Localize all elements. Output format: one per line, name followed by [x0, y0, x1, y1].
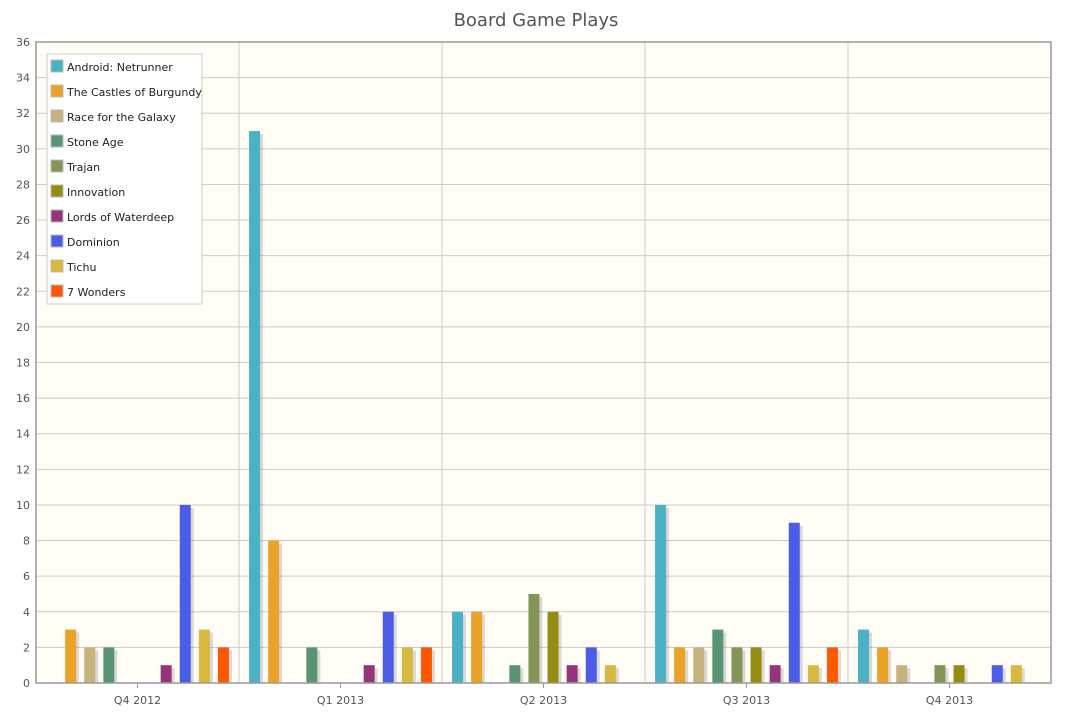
bar [953, 665, 965, 683]
y-tick-label: 16 [16, 392, 30, 405]
x-axis: Q4 2012 Q1 2013 Q2 2013 Q3 2013 Q4 2013 [114, 683, 973, 707]
legend-swatch [50, 134, 64, 148]
bar [268, 540, 280, 683]
y-tick-label: 10 [16, 499, 30, 512]
bar [896, 665, 908, 683]
y-tick-label: 26 [16, 214, 30, 227]
bar [769, 665, 781, 683]
bar [471, 611, 483, 683]
bar [1010, 665, 1022, 683]
legend-swatch [50, 259, 64, 273]
legend-label: Tichu [66, 261, 96, 274]
bar [420, 647, 432, 683]
x-tick-label: Q4 2012 [114, 694, 161, 707]
bar [160, 665, 172, 683]
bar [585, 647, 597, 683]
legend-label: Stone Age [67, 136, 124, 149]
bar [382, 611, 394, 683]
bar [452, 611, 464, 683]
legend-swatch [50, 284, 64, 298]
bar [306, 647, 318, 683]
bar [401, 647, 413, 683]
y-tick-label: 2 [23, 641, 30, 654]
bar [65, 629, 77, 683]
y-tick-label: 20 [16, 321, 30, 334]
y-tick-label: 18 [16, 357, 30, 370]
bar [991, 665, 1003, 683]
bar [858, 629, 870, 683]
y-tick-label: 36 [16, 36, 30, 49]
bar [103, 647, 115, 683]
bar [604, 665, 616, 683]
y-tick-label: 22 [16, 285, 30, 298]
legend-swatch [50, 209, 64, 223]
legend-label: Trajan [66, 161, 100, 174]
y-tick-label: 12 [16, 463, 30, 476]
bar [363, 665, 375, 683]
bar [509, 665, 521, 683]
bar [731, 647, 743, 683]
bar [826, 647, 838, 683]
bar [217, 647, 229, 683]
y-tick-label: 30 [16, 143, 30, 156]
bar [934, 665, 946, 683]
bar [807, 665, 819, 683]
legend-label: Lords of Waterdeep [67, 211, 174, 224]
legend-swatch [50, 59, 64, 73]
x-tick-label: Q2 2013 [520, 694, 567, 707]
y-tick-label: 32 [16, 107, 30, 120]
bar [528, 593, 540, 683]
bar [198, 629, 210, 683]
bar [788, 522, 800, 683]
bar [674, 647, 686, 683]
y-tick-label: 8 [23, 535, 30, 548]
legend-box [46, 53, 203, 305]
bar [693, 647, 705, 683]
legend-label: Race for the Galaxy [67, 111, 176, 124]
y-tick-label: 28 [16, 178, 30, 191]
legend-label: Innovation [67, 186, 125, 199]
y-tick-label: 6 [23, 570, 30, 583]
chart-title: Board Game Plays [454, 10, 619, 31]
legend-label: Android: Netrunner [67, 61, 173, 74]
legend: Android: Netrunner The Castles of Burgund… [46, 53, 203, 305]
bar [84, 647, 96, 683]
x-tick-label: Q3 2013 [723, 694, 770, 707]
y-tick-label: 4 [23, 606, 30, 619]
legend-swatch [50, 109, 64, 123]
bar [179, 504, 191, 683]
plot-border [35, 41, 1052, 684]
bar [877, 647, 889, 683]
bar [712, 629, 724, 683]
bar [750, 647, 762, 683]
bars [65, 131, 1025, 683]
bar [547, 611, 559, 683]
legend-label: Dominion [67, 236, 120, 249]
x-tick-label: Q1 2013 [317, 694, 364, 707]
legend-label: The Castles of Burgundy [66, 86, 202, 99]
legend-label: 7 Wonders [67, 286, 126, 299]
y-tick-label: 24 [16, 250, 30, 263]
legend-swatch [50, 159, 64, 173]
legend-swatch [50, 84, 64, 98]
y-tick-label: 14 [16, 428, 30, 441]
y-tick-label: 0 [23, 677, 30, 690]
legend-swatch [50, 234, 64, 248]
bar [566, 665, 578, 683]
x-tick-label: Q4 2013 [926, 694, 973, 707]
bar [655, 504, 667, 683]
legend-swatch [50, 184, 64, 198]
y-tick-label: 34 [16, 72, 30, 85]
bar [249, 131, 261, 683]
